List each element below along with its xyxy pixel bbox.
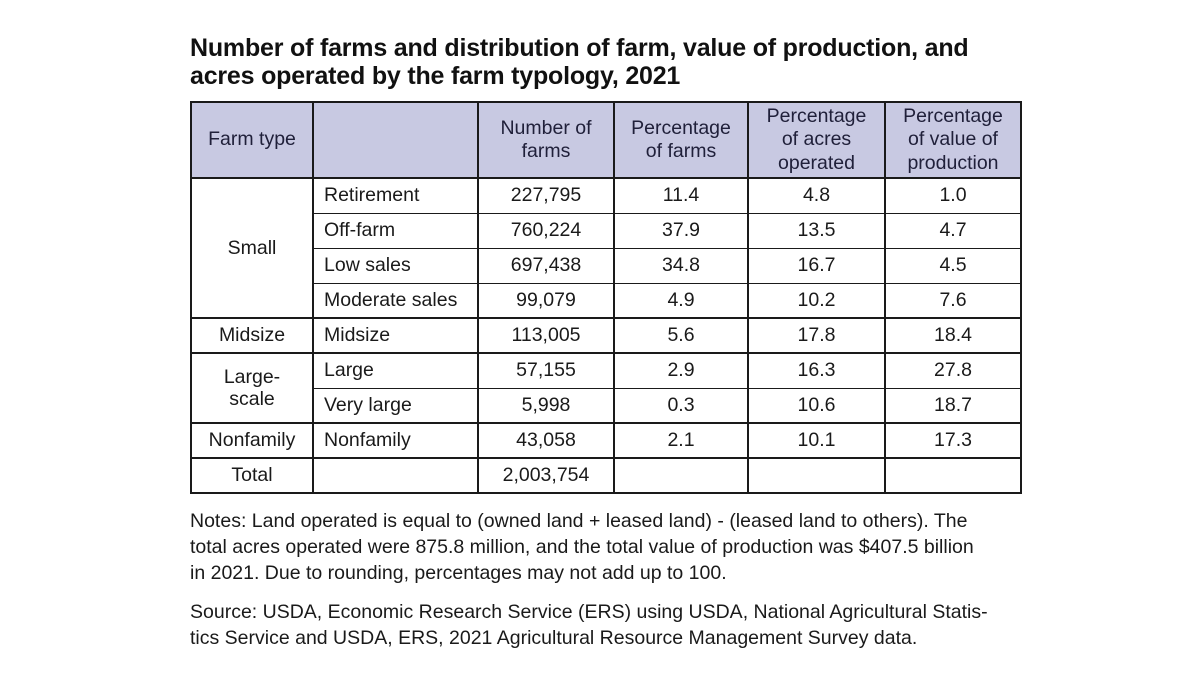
pct-acres-cell: 10.1 <box>747 422 886 459</box>
header-row: Farm type Number of farms Percentage of … <box>190 100 1022 180</box>
subtype-cell: Nonfamily <box>312 422 479 459</box>
subtype-cell: Off-farm <box>312 212 479 249</box>
table-row-large: Large- scale Large 57,155 2.9 16.3 27.8 <box>190 352 1022 424</box>
subtype-cell: Large <box>312 352 479 389</box>
total-label-cell: Total <box>190 457 314 494</box>
subtype-cell: Moderate sales <box>312 282 479 319</box>
pct-farms-cell: 34.8 <box>613 247 749 284</box>
col-header-percentage-of-farms: Percentage of farms <box>613 100 749 180</box>
source-line-1: Source: USDA, Economic Research Service … <box>190 601 988 624</box>
col-header-percentage-of-value: Percentage of value of production <box>884 100 1022 180</box>
notes-line-1: Notes: Land operated is equal to (owned … <box>190 510 968 533</box>
notes-line-3: in 2021. Due to rounding, percentages ma… <box>190 562 727 585</box>
figure-title-line-1: Number of farms and distribution of farm… <box>190 34 969 62</box>
empty-cell <box>312 457 479 494</box>
table-row-off-farm: Off-farm 760,224 37.9 13.5 4.7 <box>191 212 1022 249</box>
total-number-cell: 2,003,754 <box>477 457 615 494</box>
pct-acres-cell: 16.7 <box>747 247 886 284</box>
farm-type-cell-large-scale: Large- scale <box>190 352 314 424</box>
empty-cell <box>613 457 749 494</box>
subtype-cell: Retirement <box>312 177 479 214</box>
table-row-very-large: Very large 5,998 0.3 10.6 18.7 <box>191 387 1022 424</box>
number-of-farms-cell: 697,438 <box>477 247 615 284</box>
farm-type-cell-nonfamily: Nonfamily <box>190 422 314 459</box>
pct-acres-cell: 4.8 <box>747 177 886 214</box>
pct-value-cell: 7.6 <box>884 282 1022 319</box>
figure-title: Number of farms and distribution of farm… <box>190 34 1020 90</box>
table-row-midsize: Midsize Midsize 113,005 5.6 17.8 18.4 <box>190 317 1022 354</box>
source-text: Source: USDA, Economic Research Service … <box>190 599 1020 651</box>
pct-value-cell: 17.3 <box>884 422 1022 459</box>
number-of-farms-cell: 43,058 <box>477 422 615 459</box>
empty-cell <box>884 457 1022 494</box>
pct-farms-cell: 4.9 <box>613 282 749 319</box>
empty-cell <box>747 457 886 494</box>
pct-farms-cell: 2.1 <box>613 422 749 459</box>
number-of-farms-cell: 99,079 <box>477 282 615 319</box>
pct-value-cell: 18.7 <box>884 387 1022 424</box>
figure-title-line-2: acres operated by the farm typology, 202… <box>190 62 681 90</box>
col-header-percentage-of-acres: Percentage of acres operated <box>747 100 886 180</box>
farm-type-cell-small: Small <box>190 177 314 319</box>
pct-acres-cell: 13.5 <box>747 212 886 249</box>
number-of-farms-cell: 227,795 <box>477 177 615 214</box>
pct-value-cell: 18.4 <box>884 317 1022 354</box>
farm-typology-figure: Number of farms and distribution of farm… <box>190 34 1022 651</box>
pct-farms-cell: 37.9 <box>613 212 749 249</box>
pct-value-cell: 4.5 <box>884 247 1022 284</box>
notes-line-2: total acres operated were 875.8 million,… <box>190 536 974 559</box>
table-row-nonfamily: Nonfamily Nonfamily 43,058 2.1 10.1 17.3 <box>190 422 1022 459</box>
farm-typology-table: Farm type Number of farms Percentage of … <box>190 100 1022 495</box>
farm-type-cell-midsize: Midsize <box>190 317 314 354</box>
col-header-blank <box>312 100 479 180</box>
pct-acres-cell: 16.3 <box>747 352 886 389</box>
table-row-retirement: Small Retirement 227,795 11.4 4.8 1.0 <box>190 177 1022 319</box>
pct-value-cell: 27.8 <box>884 352 1022 389</box>
subtype-cell: Midsize <box>312 317 479 354</box>
pct-acres-cell: 10.2 <box>747 282 886 319</box>
col-header-number-of-farms: Number of farms <box>477 100 615 180</box>
number-of-farms-cell: 113,005 <box>477 317 615 354</box>
subtype-cell: Very large <box>312 387 479 424</box>
table-row-total: Total 2,003,754 <box>190 457 1022 494</box>
pct-value-cell: 4.7 <box>884 212 1022 249</box>
number-of-farms-cell: 760,224 <box>477 212 615 249</box>
pct-farms-cell: 0.3 <box>613 387 749 424</box>
subtype-cell: Low sales <box>312 247 479 284</box>
pct-acres-cell: 17.8 <box>747 317 886 354</box>
table-row-moderate-sales: Moderate sales 99,079 4.9 10.2 7.6 <box>191 282 1022 319</box>
table-row-low-sales: Low sales 697,438 34.8 16.7 4.5 <box>191 247 1022 284</box>
col-header-farm-type: Farm type <box>190 100 314 180</box>
number-of-farms-cell: 5,998 <box>477 387 615 424</box>
pct-acres-cell: 10.6 <box>747 387 886 424</box>
pct-farms-cell: 5.6 <box>613 317 749 354</box>
pct-farms-cell: 2.9 <box>613 352 749 389</box>
pct-value-cell: 1.0 <box>884 177 1022 214</box>
notes-text: Notes: Land operated is equal to (owned … <box>190 508 1020 586</box>
number-of-farms-cell: 57,155 <box>477 352 615 389</box>
source-line-2: tics Service and USDA, ERS, 2021 Agricul… <box>190 627 918 650</box>
pct-farms-cell: 11.4 <box>613 177 749 214</box>
